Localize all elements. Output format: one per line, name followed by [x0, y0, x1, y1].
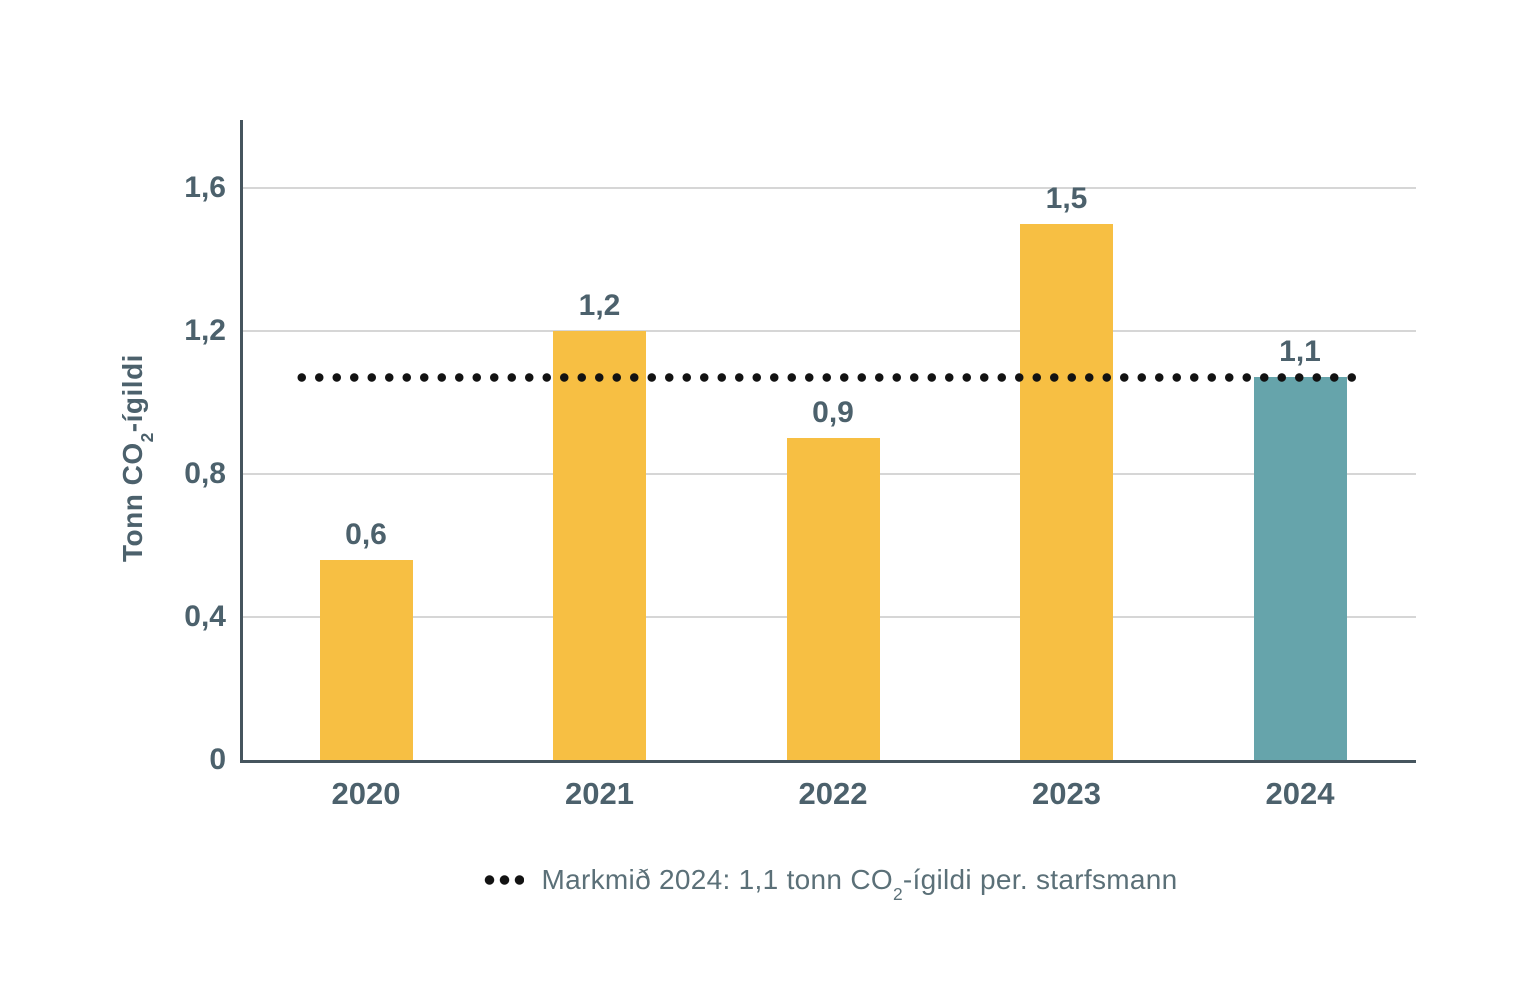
bar-2022 — [786, 438, 880, 760]
y-axis-line — [240, 120, 243, 763]
bar-value-label-2024: 1,1 — [1279, 335, 1321, 369]
legend: Markmið 2024: 1,1 tonn CO2-ígildi per. s… — [243, 860, 1416, 903]
bar-2020 — [319, 559, 413, 760]
bar-2021 — [553, 330, 646, 760]
dotted-line-legend-icon — [481, 875, 524, 885]
x-tick-label-2023: 2023 — [1032, 776, 1101, 811]
y-tick-label-0-8: 0,8 — [184, 456, 226, 490]
legend-label-subscript: 2 — [892, 884, 903, 905]
bar-2023 — [1020, 223, 1113, 760]
gridline-1-6 — [243, 186, 1416, 189]
bar-value-label-2023: 1,5 — [1045, 181, 1088, 215]
y-tick-label-0: 0 — [209, 743, 226, 776]
bar-value-label-2021: 1,2 — [578, 288, 621, 322]
x-tick-label-2024: 2024 — [1265, 776, 1335, 811]
legend-label-suffix: -ígildi per. starfsmann — [902, 864, 1178, 895]
bar-value-label-2020: 0,6 — [345, 517, 387, 551]
legend-label-text: Markmið 2024: 1,1 tonn CO — [541, 864, 893, 895]
target-dotted-line — [293, 372, 1363, 382]
x-tick-label-2022: 2022 — [798, 776, 868, 811]
y-tick-label-1-2: 1,2 — [184, 313, 226, 347]
x-tick-label-2021: 2021 — [565, 776, 634, 811]
bar-2024 — [1253, 377, 1347, 760]
x-axis-line — [240, 760, 1416, 763]
x-tick-label-2020: 2020 — [331, 776, 401, 811]
plot-area: 0,6 2020 1,2 2021 0,9 2022 1,5 2023 1,1 2024 — [240, 120, 1416, 811]
y-tick-label-0-4: 0,4 — [184, 599, 226, 633]
legend-label: Markmið 2024: 1,1 tonn CO2-ígildi per. s… — [541, 864, 1178, 903]
bar-value-label-2022: 0,9 — [812, 396, 854, 430]
y-axis-title-subscript: 2 — [137, 432, 158, 443]
gridline-1-2 — [243, 329, 1416, 332]
y-axis-title-suffix: -ígildi — [117, 354, 148, 433]
y-tick-label-1-6: 1,6 — [184, 170, 226, 204]
